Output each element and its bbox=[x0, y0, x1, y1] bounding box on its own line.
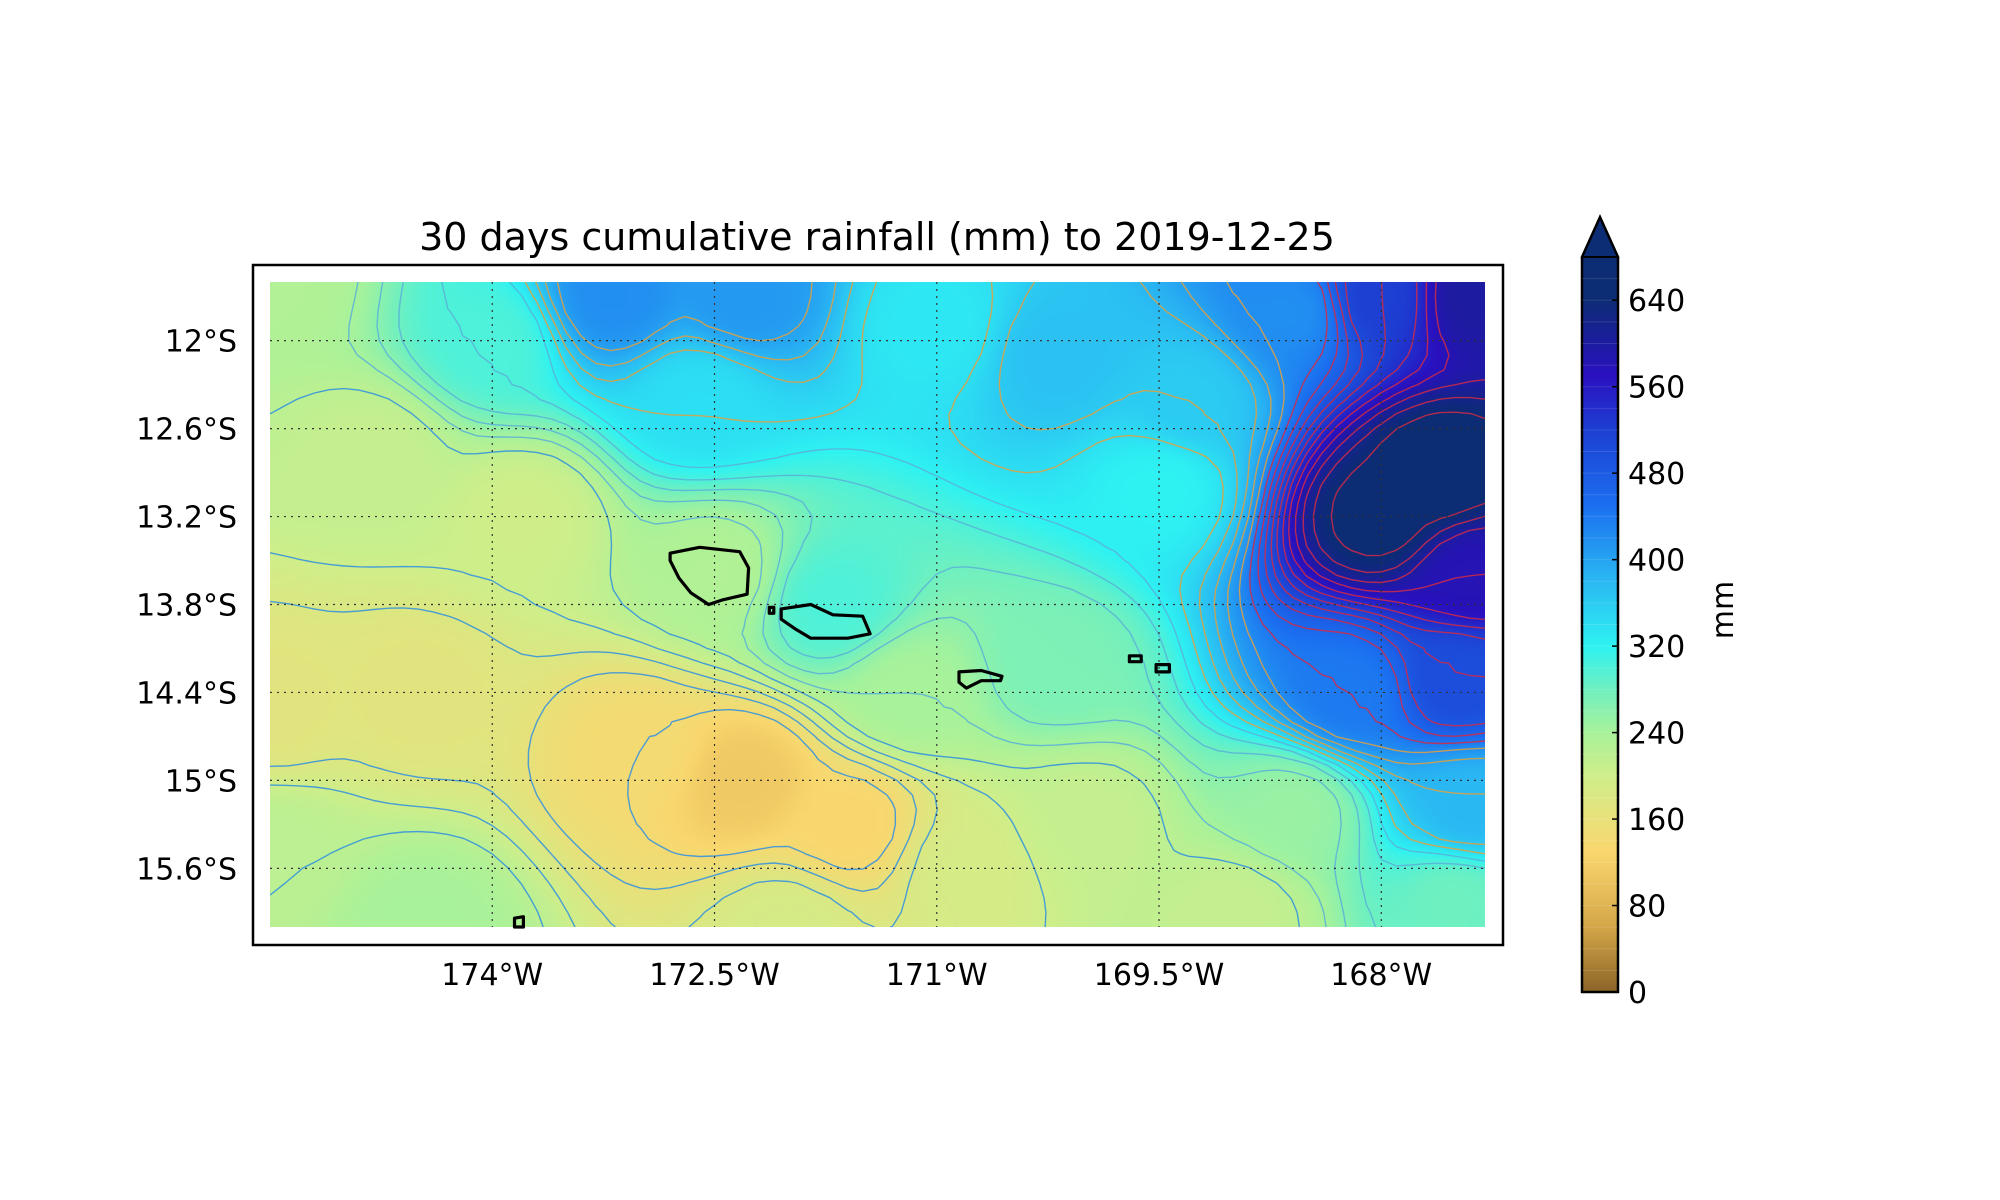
chart-title: 30 days cumulative rainfall (mm) to 2019… bbox=[419, 215, 1335, 259]
x-tick-label: 172.5°W bbox=[649, 958, 780, 993]
colorbar-tick-label: 560 bbox=[1628, 371, 1685, 406]
y-tick-label: 13.2°S bbox=[136, 501, 237, 536]
colorbar-tick-label: 400 bbox=[1628, 544, 1685, 579]
map-area: 174°W 172.5°W 171°W 169.5°W 168°W 12°S 12.6°S… bbox=[136, 265, 1503, 993]
x-tick-label: 174°W bbox=[441, 958, 543, 993]
y-tick-label: 13.8°S bbox=[136, 589, 237, 624]
y-tick-label: 15.6°S bbox=[136, 852, 237, 887]
y-tick-label: 12°S bbox=[165, 325, 237, 360]
y-tick-label: 14.4°S bbox=[136, 676, 237, 711]
colorbar-tick-label: 0 bbox=[1628, 976, 1647, 1011]
y-axis: 12°S 12.6°S 13.2°S 13.8°S 14.4°S 15°S 15.6°S bbox=[136, 325, 237, 888]
x-tick-label: 171°W bbox=[886, 958, 988, 993]
colorbar-tick-label: 240 bbox=[1628, 717, 1685, 752]
colorbar: 0 80 160 240 320 400 480 560 640 mm bbox=[1582, 217, 1741, 1011]
colorbar-tick-label: 160 bbox=[1628, 803, 1685, 838]
x-tick-label: 168°W bbox=[1330, 958, 1432, 993]
colorbar-tick-label: 480 bbox=[1628, 457, 1685, 492]
x-axis: 174°W 172.5°W 171°W 169.5°W 168°W bbox=[441, 958, 1432, 993]
colorbar-label: mm bbox=[1706, 581, 1741, 639]
colorbar-tick-label: 80 bbox=[1628, 890, 1666, 925]
y-tick-label: 15°S bbox=[165, 764, 237, 799]
colorbar-tick-label: 320 bbox=[1628, 630, 1685, 665]
x-tick-label: 169.5°W bbox=[1094, 958, 1225, 993]
colorbar-extend-arrow bbox=[1582, 217, 1618, 257]
y-tick-label: 12.6°S bbox=[136, 413, 237, 448]
colorbar-tick-label: 640 bbox=[1628, 284, 1685, 319]
